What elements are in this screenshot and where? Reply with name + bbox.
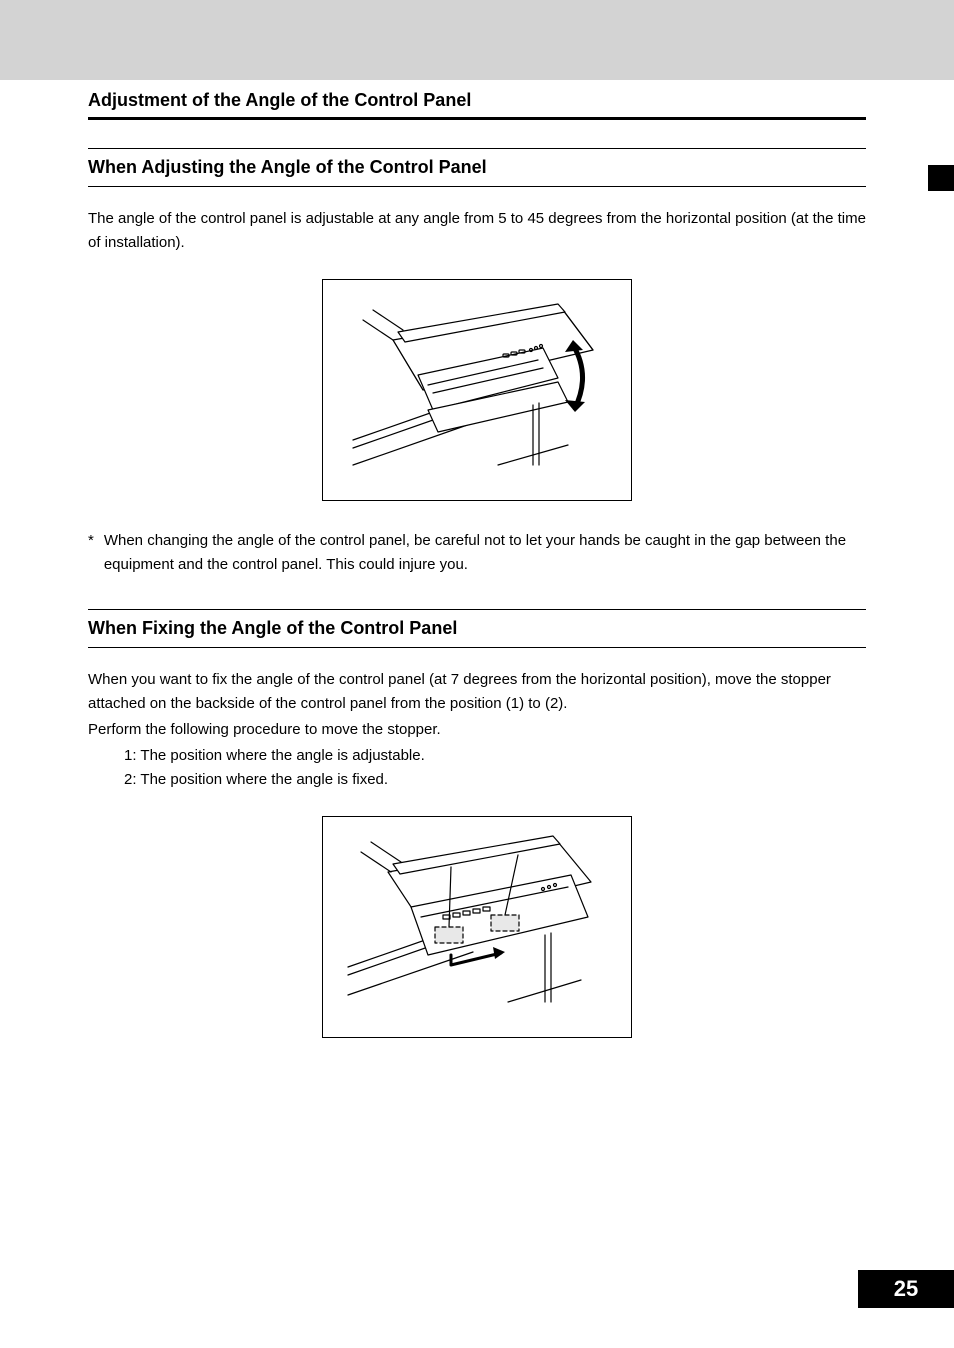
page-title: Adjustment of the Angle of the Control P… bbox=[88, 90, 866, 120]
figure-1-container bbox=[88, 279, 866, 501]
section-fixing-body-2: Perform the following procedure to move … bbox=[88, 718, 866, 742]
control-panel-fix-illustration bbox=[333, 827, 621, 1022]
section-adjusting-body: The angle of the control panel is adjust… bbox=[88, 207, 866, 255]
section-adjusting-title: When Adjusting the Angle of the Control … bbox=[88, 148, 866, 187]
side-tab-marker bbox=[928, 165, 954, 191]
section-fixing-body-1: When you want to fix the angle of the co… bbox=[88, 668, 866, 716]
section-fixing-title: When Fixing the Angle of the Control Pan… bbox=[88, 609, 866, 648]
position-list: 1: The position where the angle is adjus… bbox=[88, 744, 866, 792]
note-text: When changing the angle of the control p… bbox=[104, 529, 866, 577]
figure-2-container bbox=[88, 816, 866, 1038]
top-header-bar bbox=[0, 0, 954, 80]
control-panel-adjust-illustration bbox=[333, 290, 621, 485]
figure-2-box bbox=[322, 816, 632, 1038]
caution-note: * When changing the angle of the control… bbox=[88, 529, 866, 577]
note-asterisk: * bbox=[88, 529, 94, 577]
position-list-item-1: 1: The position where the angle is adjus… bbox=[124, 744, 866, 768]
position-list-item-2: 2: The position where the angle is fixed… bbox=[124, 768, 866, 792]
page-number: 25 bbox=[858, 1270, 954, 1308]
figure-1-box bbox=[322, 279, 632, 501]
page-content: Adjustment of the Angle of the Control P… bbox=[0, 80, 954, 1038]
